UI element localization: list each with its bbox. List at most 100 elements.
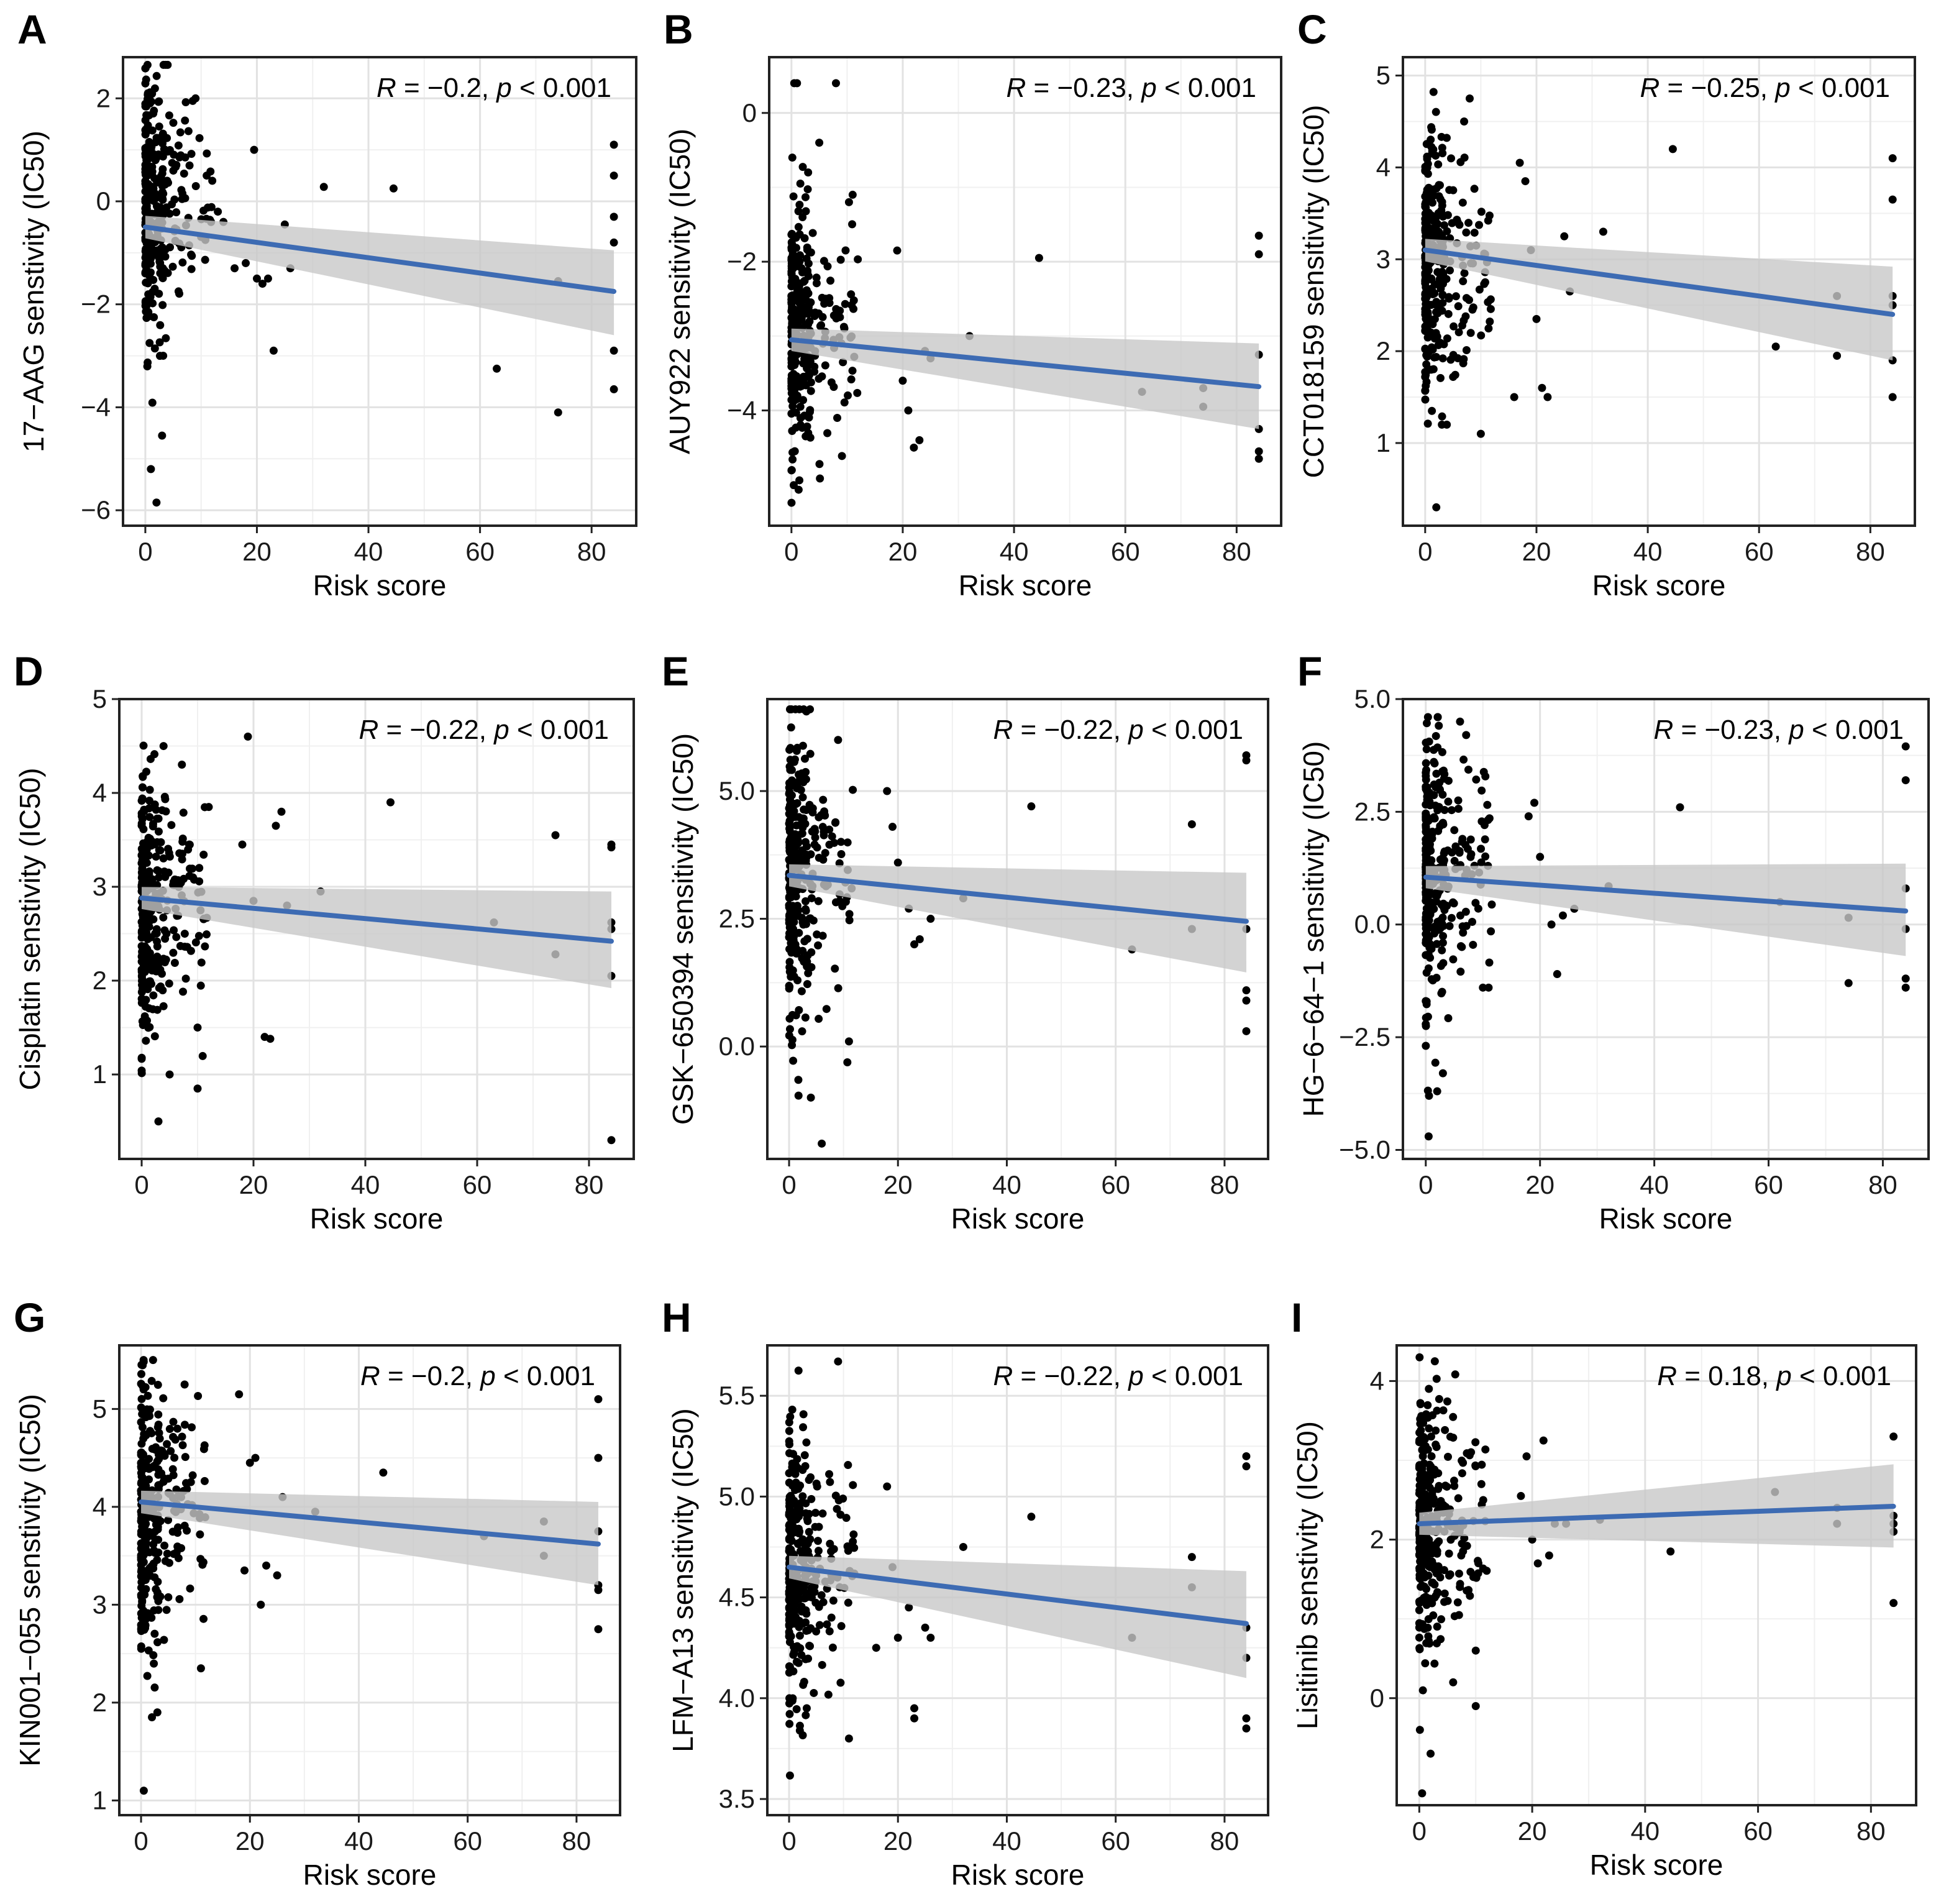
- data-point: [801, 905, 810, 913]
- data-point: [138, 1410, 147, 1419]
- data-point: [1422, 1639, 1431, 1647]
- data-point: [893, 858, 902, 867]
- data-point: [1450, 826, 1459, 835]
- data-point: [799, 1680, 808, 1689]
- data-point: [837, 838, 846, 846]
- data-point: [792, 306, 800, 314]
- data-point: [1422, 745, 1431, 754]
- data-point: [850, 1544, 859, 1552]
- data-point: [888, 823, 897, 831]
- data-point: [137, 1066, 146, 1075]
- r-value: = −0.23,: [1026, 73, 1141, 103]
- data-point: [883, 787, 892, 795]
- x-tick-label: 60: [453, 1826, 482, 1856]
- data-point: [811, 1509, 820, 1517]
- data-point: [804, 320, 813, 329]
- data-point: [789, 1667, 798, 1675]
- data-point: [839, 358, 847, 367]
- data-point: [1676, 803, 1684, 812]
- data-point: [788, 292, 797, 301]
- data-point: [1456, 968, 1465, 976]
- data-point: [1445, 295, 1453, 303]
- data-point: [787, 238, 796, 247]
- data-point: [143, 259, 152, 267]
- data-point: [137, 1555, 145, 1564]
- data-point: [910, 940, 919, 949]
- data-point: [240, 1566, 249, 1575]
- data-point: [144, 935, 152, 943]
- data-point: [804, 1654, 813, 1663]
- data-point: [1422, 1020, 1430, 1028]
- data-point: [1421, 277, 1430, 286]
- data-point: [1422, 997, 1430, 1005]
- data-point: [1538, 383, 1546, 392]
- data-point: [802, 850, 811, 859]
- data-point: [1771, 342, 1780, 351]
- r-symbol: R: [993, 1361, 1013, 1391]
- data-point: [796, 179, 805, 188]
- data-point: [272, 822, 280, 830]
- data-point: [155, 257, 164, 266]
- data-point: [594, 1625, 603, 1634]
- data-point: [155, 873, 163, 882]
- data-layer: [785, 705, 1251, 1148]
- data-point: [139, 1381, 147, 1390]
- data-point: [178, 760, 186, 769]
- data-point: [154, 867, 163, 876]
- y-tick-label: 1: [93, 1060, 107, 1089]
- data-point: [1428, 976, 1437, 985]
- data-point: [1449, 373, 1458, 382]
- data-point: [787, 1585, 796, 1594]
- data-point: [1483, 800, 1492, 809]
- data-point: [194, 1391, 203, 1400]
- data-point: [1458, 1469, 1466, 1478]
- data-point: [145, 962, 154, 971]
- data-point: [150, 1629, 159, 1638]
- data-point: [193, 1084, 202, 1093]
- data-point: [1475, 285, 1484, 294]
- data-point: [787, 766, 796, 774]
- data-point: [844, 1734, 853, 1743]
- data-point: [1428, 149, 1436, 158]
- data-point: [1474, 1557, 1482, 1565]
- data-point: [155, 846, 163, 854]
- data-point: [1446, 266, 1454, 275]
- data-point: [1242, 1462, 1251, 1471]
- data-point: [142, 314, 151, 323]
- data-point: [170, 926, 178, 935]
- data-point: [1422, 1494, 1431, 1503]
- data-point: [844, 198, 853, 206]
- data-point: [1465, 296, 1474, 304]
- data-point: [1510, 393, 1518, 401]
- data-point: [145, 339, 154, 347]
- data-point: [1438, 354, 1447, 363]
- data-point: [819, 855, 828, 864]
- x-tick-label: 20: [1522, 537, 1551, 566]
- data-point: [1844, 979, 1853, 987]
- data-point: [815, 1621, 824, 1629]
- data-point: [1471, 1461, 1480, 1470]
- data-point: [830, 838, 839, 847]
- data-point: [893, 246, 902, 255]
- data-point: [1430, 780, 1438, 789]
- data-point: [174, 141, 183, 150]
- data-point: [610, 213, 618, 221]
- data-point: [1521, 177, 1530, 186]
- data-point: [836, 1678, 845, 1687]
- data-point: [141, 1542, 150, 1551]
- data-point: [821, 849, 829, 858]
- data-point: [1438, 412, 1446, 421]
- data-point: [831, 79, 840, 88]
- data-point: [802, 1704, 811, 1713]
- data-point: [1415, 1726, 1424, 1734]
- data-point: [828, 832, 836, 841]
- data-point: [1422, 140, 1431, 149]
- data-point: [791, 275, 800, 283]
- panel-A: 0 20 40 60 80 −6 −4 −2 0 2 Risk score 17−AAG sensti…: [17, 6, 637, 602]
- data-point: [610, 346, 618, 355]
- p-symbol: p: [1788, 715, 1804, 745]
- x-axis-title: Risk score: [951, 1859, 1085, 1891]
- data-point: [840, 398, 849, 407]
- data-point: [144, 1391, 152, 1400]
- data-point: [157, 969, 166, 978]
